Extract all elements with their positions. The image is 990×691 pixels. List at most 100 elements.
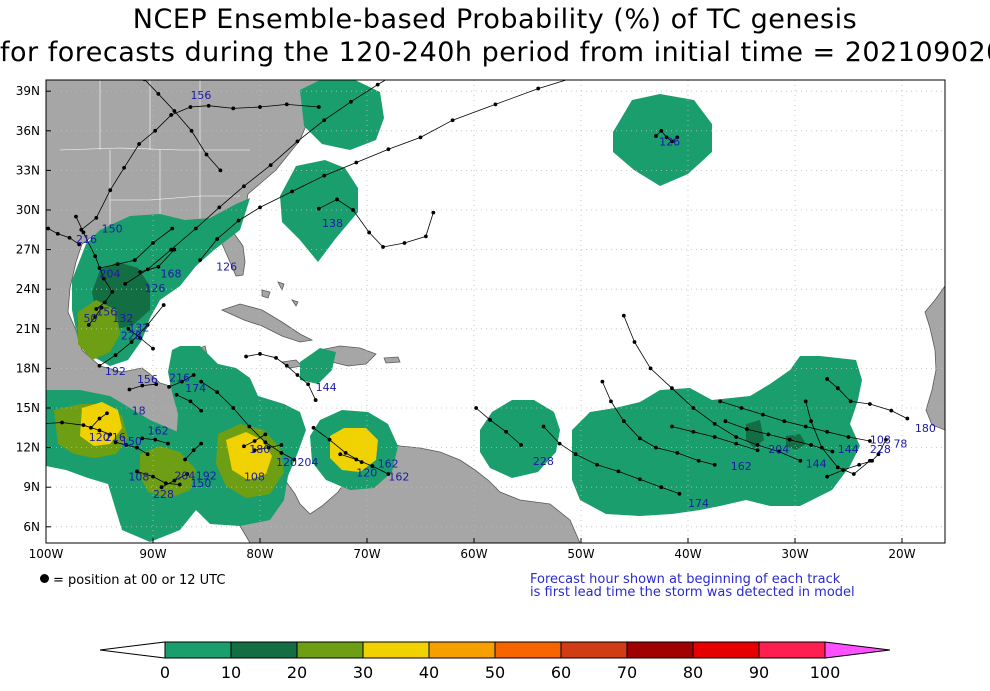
longitude-label: 40W: [674, 547, 701, 561]
probability-patch: [78, 300, 120, 360]
africa: [924, 285, 945, 431]
track-position-dot: [284, 102, 289, 107]
track-position-dot: [835, 465, 840, 470]
track-position-dot: [284, 363, 289, 368]
track-position-dot: [174, 392, 179, 397]
storm-track-line: [826, 439, 887, 477]
track-position-dot: [242, 444, 246, 449]
track-position-dot: [67, 235, 72, 240]
latitude-label: 9N: [23, 480, 40, 494]
track-position-dot: [675, 135, 680, 140]
track-position-dot: [99, 305, 104, 310]
track-position-dot: [170, 226, 175, 231]
track-start-label: 78: [893, 438, 907, 451]
track-start-label: 174: [185, 382, 206, 395]
track-position-dot: [493, 102, 498, 107]
track-start-label: 204: [100, 267, 121, 280]
track-start-label: 126: [144, 282, 165, 295]
track-position-dot: [185, 472, 190, 476]
track-position-dot: [488, 417, 492, 422]
track-position-dot: [60, 420, 64, 425]
track-position-dot: [198, 258, 202, 263]
track-position-dot: [290, 189, 294, 194]
track-position-dot: [97, 428, 102, 433]
colorbar-label: 70: [617, 663, 637, 682]
colorbar-label: 0: [160, 663, 170, 682]
position-dot-icon: [40, 574, 49, 583]
track-position-dot: [258, 105, 262, 109]
track-start-label: 228: [153, 488, 174, 501]
storm-track-line: [475, 407, 522, 446]
track-position-dot: [734, 441, 739, 446]
track-position-dot: [423, 234, 428, 239]
track-position-dot: [258, 351, 262, 356]
colorbar-segment: [626, 641, 694, 659]
track-position-dot: [113, 353, 118, 358]
track-start-label: 150: [121, 435, 142, 448]
cuba: [220, 303, 314, 343]
track-position-dot: [696, 458, 701, 463]
track-position-dot: [137, 142, 141, 146]
track-position-dot: [777, 449, 781, 454]
track-position-dot: [74, 214, 78, 219]
track-position-dot: [215, 237, 220, 241]
track-start-label: 120: [89, 431, 110, 444]
longitude-label: 20W: [888, 547, 915, 561]
track-position-dot: [621, 313, 626, 318]
track-position-dot: [268, 163, 273, 168]
track-position-dot: [295, 373, 300, 377]
track-position-dot: [77, 242, 82, 247]
track-position-dot: [670, 139, 674, 144]
track-position-dot: [167, 384, 171, 389]
colorbar-high-arrow: [824, 641, 891, 659]
track-position-dot: [848, 399, 853, 404]
colorbar-label: 40: [419, 663, 439, 682]
latitude-label: 18N: [16, 361, 40, 375]
track-position-dot: [541, 424, 546, 429]
track-position-dot: [292, 457, 297, 462]
track-position-dot: [81, 423, 86, 428]
track-position-dot: [279, 450, 284, 455]
track-position-dot: [316, 105, 321, 109]
track-position-dot: [217, 205, 222, 210]
track-position-dot: [127, 387, 132, 392]
track-position-dot: [258, 205, 262, 210]
storm-track-line: [313, 427, 362, 463]
track-position-dot: [105, 411, 109, 416]
track-position-dot: [370, 464, 375, 468]
latitude-label: 30N: [16, 203, 40, 217]
track-position-dot: [263, 432, 268, 437]
track-position-dot: [519, 443, 523, 447]
track-position-dot: [870, 458, 874, 463]
title-line-2: for forecasts during the 120-240h period…: [0, 37, 990, 68]
probability-patch: [572, 356, 862, 516]
track-position-dot: [375, 82, 380, 87]
colorbar-segment: [692, 641, 760, 659]
track-position-dot: [354, 457, 359, 462]
probability-patch: [300, 348, 336, 384]
track-position-dot: [761, 412, 765, 417]
track-position-dot: [905, 416, 910, 421]
track-position-dot: [322, 118, 327, 123]
track-position-dot: [386, 147, 391, 152]
track-start-label: 192: [105, 365, 126, 378]
track-start-label: 108: [128, 471, 149, 484]
track-position-dot: [113, 440, 118, 445]
track-position-dot: [654, 445, 658, 450]
track-start-label: 216: [76, 233, 97, 246]
track-position-dot: [659, 485, 664, 490]
track-position-dot: [129, 340, 134, 344]
track-position-dot: [744, 427, 749, 432]
longitude-label: 60W: [460, 547, 487, 561]
track-position-dot: [295, 139, 300, 144]
track-position-dot: [159, 485, 164, 490]
track-position-dot: [199, 408, 204, 413]
storm-tracks: [46, 80, 910, 496]
track-position-dot: [266, 445, 271, 450]
track-position-dot: [172, 478, 177, 483]
track-position-dot: [145, 452, 150, 457]
track-position-dot: [322, 173, 327, 178]
track-position-dot: [108, 188, 113, 193]
track-position-dot: [169, 247, 174, 252]
